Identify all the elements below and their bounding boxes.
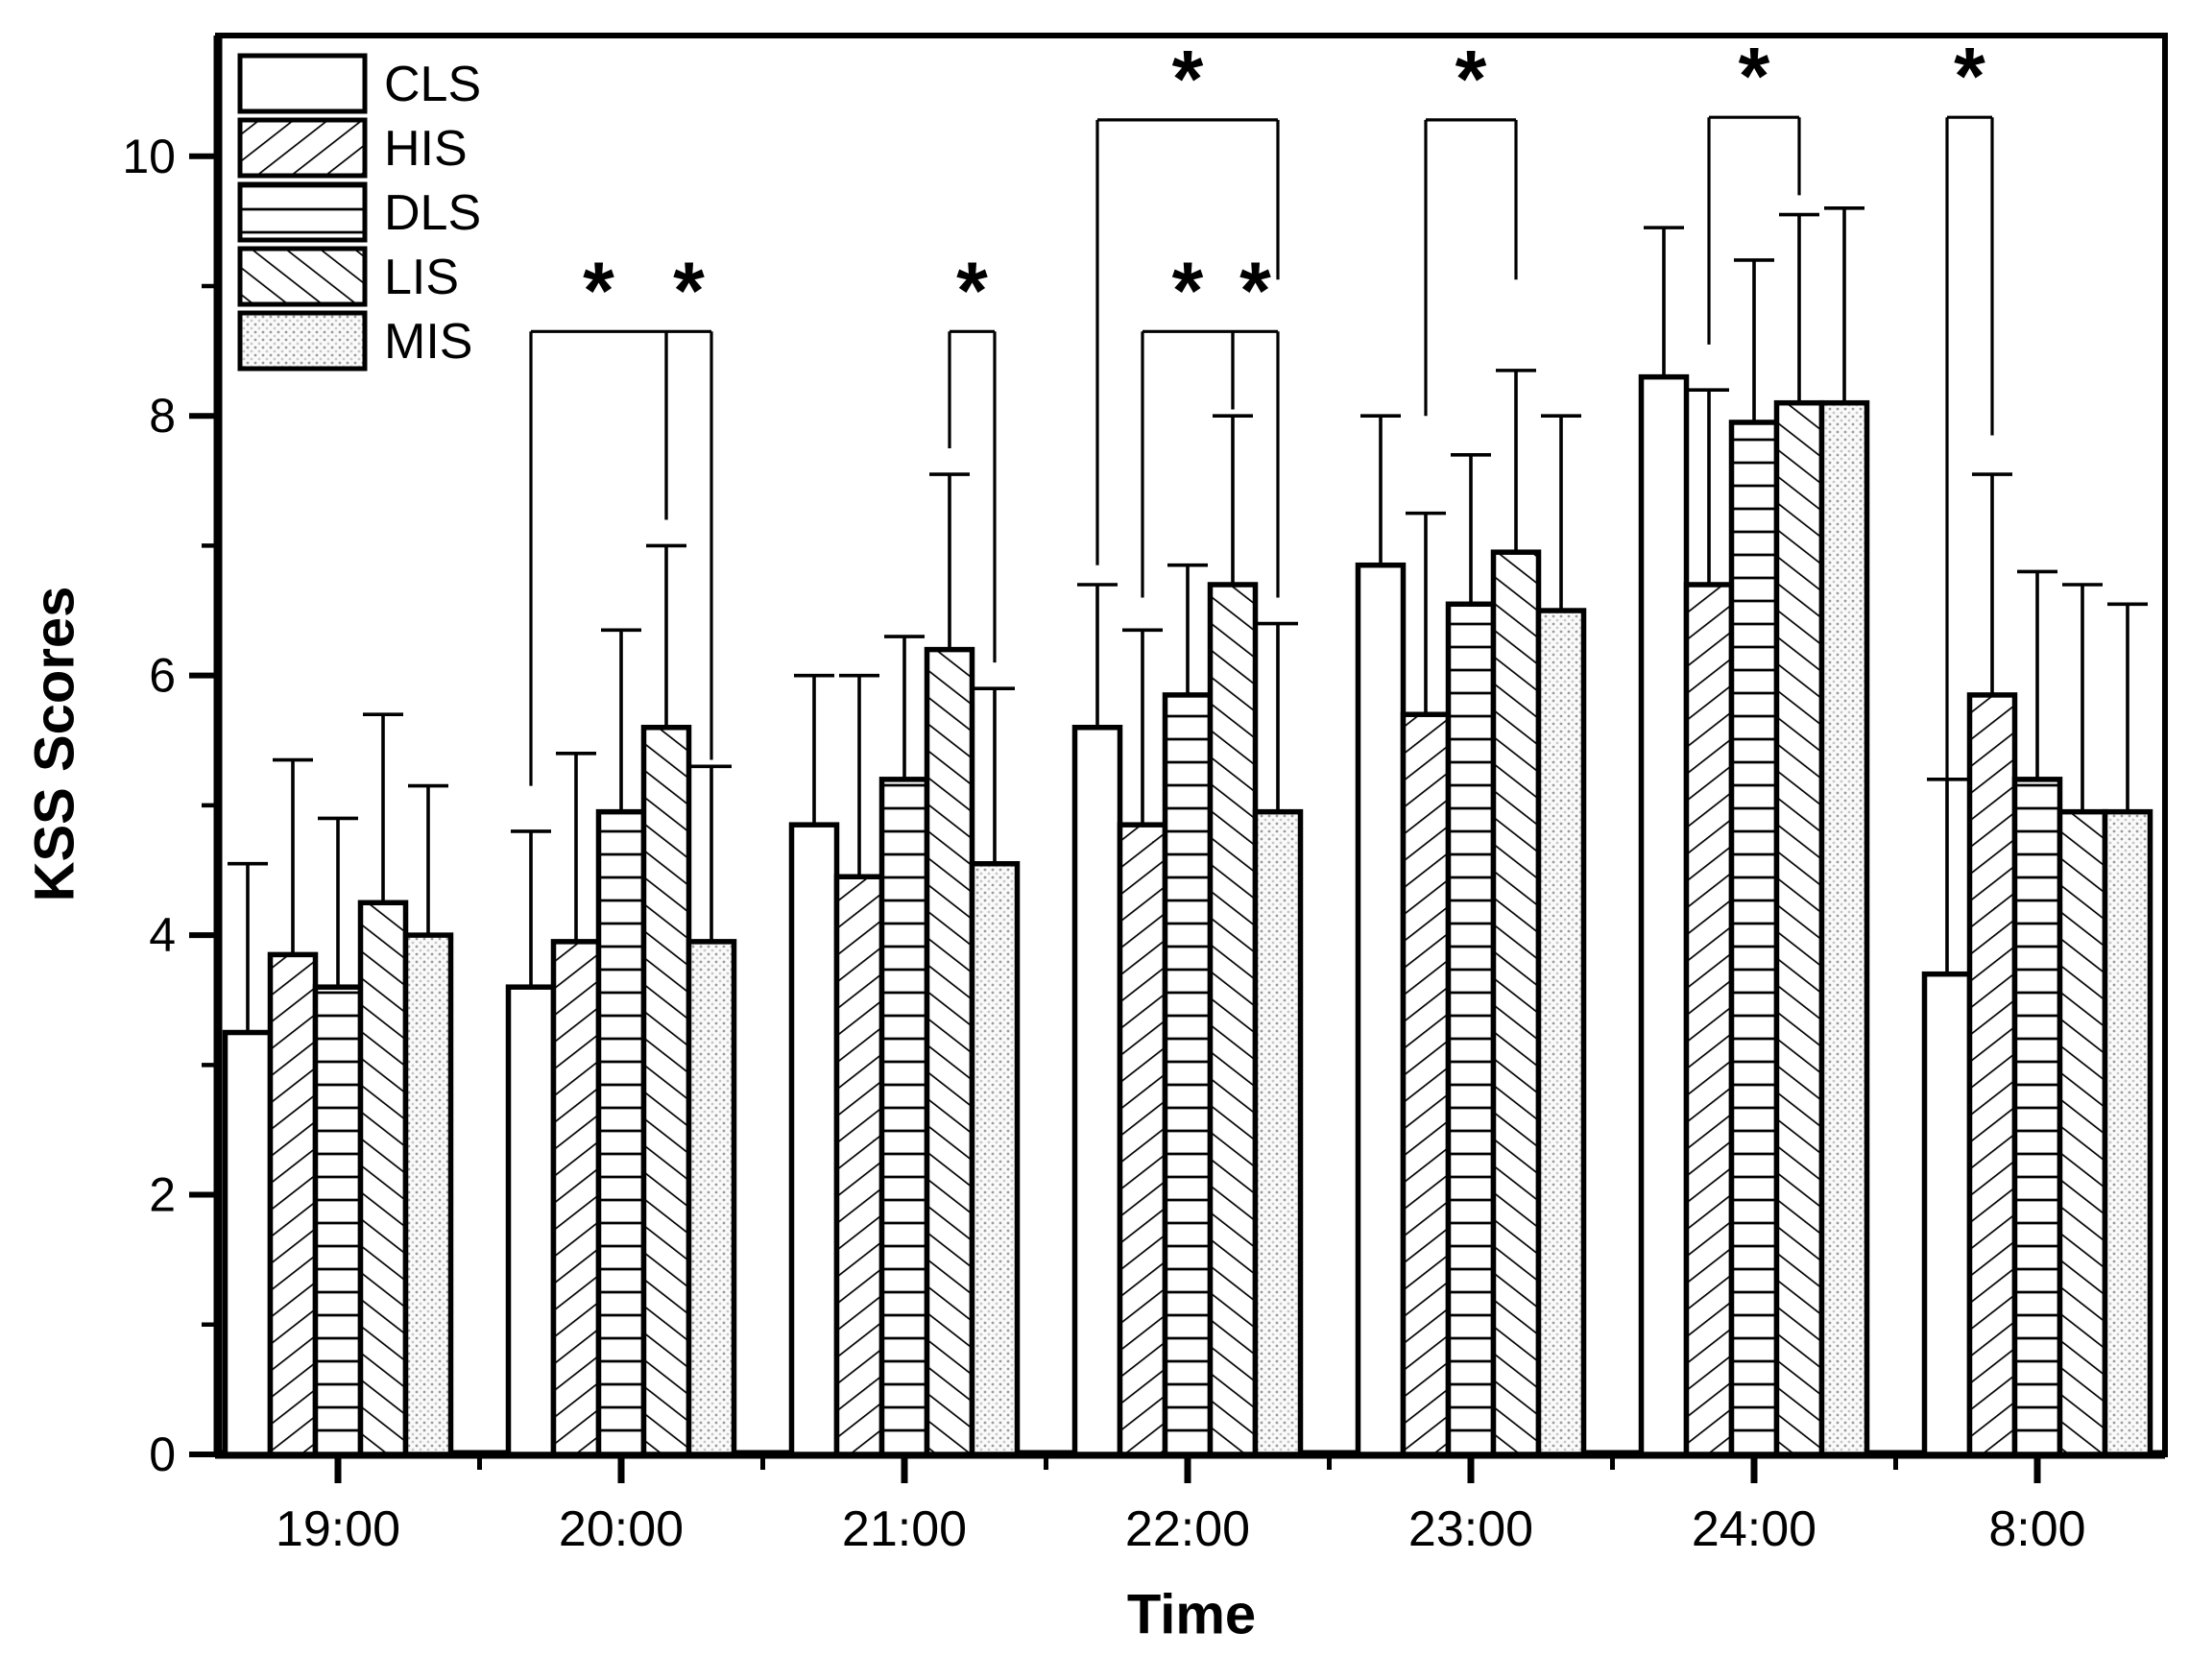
bar-HIS-8:00: [1966, 692, 2018, 1457]
bar-LIS-24:00: [1773, 399, 1825, 1457]
bar-CLS-8:00: [1921, 971, 1973, 1457]
legend-label-LIS: LIS: [384, 250, 459, 305]
bar-CLS-19:00: [222, 1029, 274, 1457]
significance-star: *: [1239, 245, 1271, 335]
y-tick-label: 2: [149, 1168, 176, 1222]
bar-MIS-24:00: [1818, 399, 1870, 1457]
bar-DLS-23:00: [1445, 601, 1497, 1457]
bar-MIS-8:00: [2102, 808, 2153, 1457]
x-tick-label: 21:00: [842, 1501, 967, 1557]
x-tick-label: 24:00: [1692, 1501, 1816, 1557]
significance-star: *: [1954, 31, 1985, 121]
significance-star: *: [1172, 34, 1204, 124]
bar-DLS-19:00: [312, 984, 364, 1457]
bar-CLS-21:00: [788, 822, 840, 1457]
bar-HIS-22:00: [1117, 822, 1168, 1457]
y-tick-label: 0: [149, 1428, 176, 1481]
bar-MIS-19:00: [402, 932, 454, 1457]
legend-swatch-MIS: [237, 310, 368, 372]
y-tick-label: 4: [149, 908, 176, 962]
bar-LIS-19:00: [357, 900, 409, 1457]
bar-MIS-22:00: [1252, 808, 1304, 1457]
significance-star: *: [1739, 31, 1770, 121]
legend-swatch-HIS: [237, 117, 368, 179]
legend-label-DLS: DLS: [384, 185, 481, 241]
bar-CLS-22:00: [1071, 724, 1123, 1457]
x-tick-label: 20:00: [559, 1501, 684, 1557]
bar-CLS-20:00: [505, 984, 557, 1457]
legend-swatch-LIS: [237, 246, 368, 307]
x-tick-label: 22:00: [1125, 1501, 1250, 1557]
significance-star: *: [673, 245, 705, 335]
bar-LIS-20:00: [640, 724, 692, 1457]
bar-DLS-8:00: [2011, 777, 2063, 1457]
legend-label-CLS: CLS: [384, 57, 481, 112]
x-tick-label: 8:00: [1988, 1501, 2085, 1557]
bar-HIS-19:00: [267, 951, 319, 1457]
significance-star: *: [1455, 34, 1487, 124]
x-axis-title: Time: [1126, 1583, 1257, 1646]
bar-HIS-24:00: [1683, 582, 1735, 1457]
bar-LIS-22:00: [1207, 582, 1259, 1457]
legend-swatch-DLS: [237, 181, 368, 243]
bar-DLS-24:00: [1728, 420, 1780, 1457]
significance-star: *: [956, 245, 988, 335]
bar-MIS-23:00: [1535, 608, 1587, 1457]
bar-CLS-23:00: [1355, 562, 1407, 1457]
bar-LIS-23:00: [1490, 549, 1542, 1457]
y-axis-title: KSS Scores: [23, 586, 86, 902]
y-tick-label: 10: [122, 130, 176, 183]
x-tick-label: 23:00: [1408, 1501, 1533, 1557]
bar-LIS-21:00: [924, 646, 975, 1457]
bar-DLS-21:00: [878, 777, 930, 1457]
bar-CLS-24:00: [1638, 373, 1690, 1457]
legend-label-MIS: MIS: [384, 314, 472, 370]
bar-HIS-20:00: [550, 939, 602, 1457]
y-tick-label: 6: [149, 649, 176, 703]
significance-star: *: [1172, 245, 1204, 335]
significance-star: *: [583, 245, 614, 335]
x-tick-label: 19:00: [276, 1501, 400, 1557]
bar-DLS-22:00: [1162, 692, 1214, 1457]
bar-MIS-21:00: [969, 860, 1021, 1457]
bar-HIS-21:00: [833, 874, 885, 1457]
y-tick-label: 8: [149, 389, 176, 443]
legend-label-HIS: HIS: [384, 121, 468, 177]
bar-MIS-20:00: [686, 939, 737, 1457]
bar-HIS-23:00: [1400, 711, 1452, 1457]
legend-swatch-CLS: [237, 53, 368, 114]
bar-DLS-20:00: [595, 808, 647, 1457]
bar-LIS-8:00: [2057, 808, 2108, 1457]
